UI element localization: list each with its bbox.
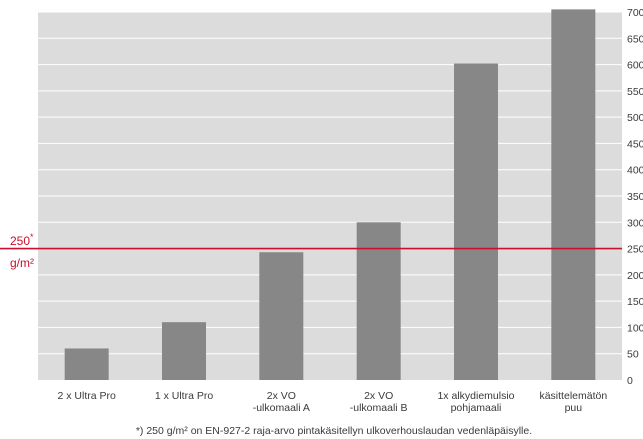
reference-line-value-label: 250*: [10, 232, 34, 248]
x-category-label: käsittelemätön: [539, 390, 607, 402]
x-axis-labels: 2 x Ultra Pro 1 x Ultra Pro 2x VO-ulkomaal…: [57, 390, 607, 414]
footnote: *) 250 g/m² on EN-927-2 raja-arvo pintak…: [136, 425, 532, 437]
y-axis-ticks: 0 50 100 150 200 250 300 350 400 450 500 550 600 650 7…: [627, 7, 643, 387]
y-tick-label: 700: [627, 7, 643, 19]
y-tick-label: 50: [627, 349, 639, 361]
x-category-label: -ulkomaali B: [350, 402, 408, 414]
y-tick-label: 450: [627, 138, 643, 150]
bar: [259, 252, 304, 380]
y-tick-label: 350: [627, 191, 643, 203]
bar: [64, 348, 109, 380]
y-tick-label: 650: [627, 33, 643, 45]
y-tick-label: 200: [627, 270, 643, 282]
x-category-label: -ulkomaali A: [253, 402, 310, 414]
bar: [356, 222, 401, 380]
y-tick-label: 250: [627, 244, 643, 256]
y-tick-label: 400: [627, 165, 643, 177]
gridlines: [38, 11, 622, 355]
y-tick-label: 500: [627, 112, 643, 124]
y-tick-label: 150: [627, 296, 643, 308]
y-tick-label: 600: [627, 60, 643, 72]
x-category-label: 1 x Ultra Pro: [155, 390, 214, 402]
bar: [162, 322, 206, 380]
y-tick-label: 100: [627, 322, 643, 334]
y-tick-label: 550: [627, 86, 643, 98]
x-category-label: puu: [565, 402, 583, 414]
x-category-label: 2 x Ultra Pro: [57, 390, 116, 402]
bar: [551, 9, 596, 380]
x-category-label: 2x VO: [364, 390, 393, 402]
reference-line-unit-label: g/m²: [10, 256, 34, 270]
y-tick-label: 0: [627, 375, 633, 387]
x-category-label: 1x alkydiemulsio: [437, 390, 514, 402]
bar: [454, 63, 498, 381]
y-tick-label: 300: [627, 217, 643, 229]
x-category-label: pohjamaali: [451, 402, 502, 414]
x-category-label: 2x VO: [267, 390, 296, 402]
